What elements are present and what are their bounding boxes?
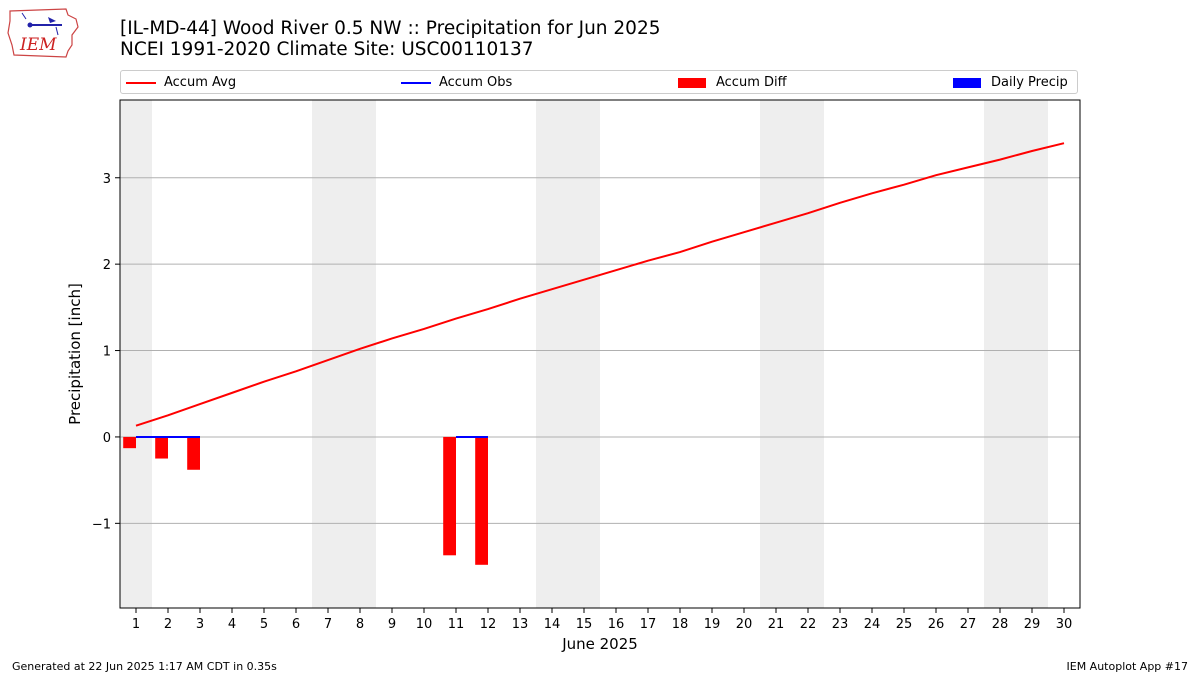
bar-accum-diff-day-2: [155, 436, 168, 459]
footer-app-id: IEM Autoplot App #17: [1066, 660, 1189, 673]
y-tick-label: −1: [92, 517, 111, 532]
x-tick-label: 27: [960, 617, 977, 632]
bar-accum-diff-day-1: [123, 436, 136, 449]
legend-label-daily-precip: Daily Precip: [991, 75, 1068, 90]
iem-logo: IEM: [6, 5, 80, 59]
x-tick-label: 26: [928, 617, 945, 632]
y-tick-label: 1: [103, 345, 111, 360]
x-tick-label: 12: [480, 617, 497, 632]
x-tick-label: 21: [768, 617, 785, 632]
chart-legend: Accum Avg Accum Obs Accum Diff Daily Pre…: [120, 70, 1078, 94]
x-tick-label: 22: [800, 617, 817, 632]
x-tick-label: 4: [228, 617, 236, 632]
x-tick-label: 29: [1024, 617, 1041, 632]
x-tick-label: 25: [896, 617, 913, 632]
y-tick-label: 2: [103, 258, 111, 273]
weekend-shade-day-15: [568, 100, 600, 608]
gridline-layer: [120, 177, 1080, 524]
x-tick-label: 18: [672, 617, 689, 632]
x-tick-label: 8: [356, 617, 364, 632]
x-tick-label: 16: [608, 617, 625, 632]
iem-logo-text: IEM: [20, 35, 57, 55]
legend-swatch-accum-avg: [126, 82, 156, 84]
y-axis-label: Precipitation [inch]: [66, 283, 84, 425]
weekend-shade-day-22: [792, 100, 824, 608]
bar-accum-diff-day-12: [475, 436, 488, 565]
legend-label-accum-avg: Accum Avg: [164, 75, 237, 90]
weekend-shade-day-21: [760, 100, 792, 608]
weekend-shading-layer: [120, 100, 1048, 608]
x-axis-label: June 2025: [561, 635, 638, 653]
footer-generated-text: Generated at 22 Jun 2025 1:17 AM CDT in …: [12, 660, 277, 673]
plot-frame: [119, 99, 1081, 609]
chart-title-line1: [IL-MD-44] Wood River 0.5 NW :: Precipit…: [120, 18, 661, 39]
x-tick-label: 10: [416, 617, 433, 632]
x-tick-label: 15: [576, 617, 593, 632]
weekend-shade-day-8: [344, 100, 376, 608]
weekend-shade-day-1: [120, 100, 152, 608]
bar-accum-diff-day-3: [187, 436, 200, 470]
weekend-shade-day-14: [536, 100, 568, 608]
iowa-state-outline-icon: [7, 8, 79, 58]
legend-swatch-daily-precip: [953, 78, 981, 88]
x-tick-label: 30: [1056, 617, 1073, 632]
line-layer: [135, 142, 1065, 438]
x-tick-label: 14: [544, 617, 561, 632]
legend-label-accum-obs: Accum Obs: [439, 75, 513, 90]
x-tick-label: 5: [260, 617, 268, 632]
weekend-shade-day-28: [984, 100, 1016, 608]
chart-title-line2: NCEI 1991-2020 Climate Site: USC00110137: [120, 39, 534, 60]
x-tick-label: 28: [992, 617, 1009, 632]
x-tick-label: 24: [864, 617, 881, 632]
series-line-accum-avg: [135, 142, 1065, 427]
x-tick-label: 6: [292, 617, 300, 632]
x-tick-label: 13: [512, 617, 529, 632]
legend-label-accum-diff: Accum Diff: [716, 75, 787, 90]
y-tick-label: 0: [103, 431, 111, 446]
x-tick-label: 19: [704, 617, 721, 632]
x-tick-label: 11: [448, 617, 465, 632]
weekend-shade-day-29: [1016, 100, 1048, 608]
chart-title: [IL-MD-44] Wood River 0.5 NW :: Precipit…: [120, 18, 661, 60]
x-tick-label: 17: [640, 617, 657, 632]
weekend-shade-day-7: [312, 100, 344, 608]
bar-accum-diff-day-11: [443, 436, 456, 556]
x-tick-label: 3: [196, 617, 204, 632]
x-tick-label: 2: [164, 617, 172, 632]
legend-swatch-accum-obs: [401, 82, 431, 84]
x-tick-label: 7: [324, 617, 332, 632]
y-tick-label: 3: [103, 172, 111, 187]
bar-layer: [123, 436, 488, 565]
x-tick-label: 20: [736, 617, 753, 632]
x-tick-label: 9: [388, 617, 396, 632]
legend-swatch-accum-diff: [678, 78, 706, 88]
x-tick-label: 1: [132, 617, 140, 632]
x-tick-label: 23: [832, 617, 849, 632]
